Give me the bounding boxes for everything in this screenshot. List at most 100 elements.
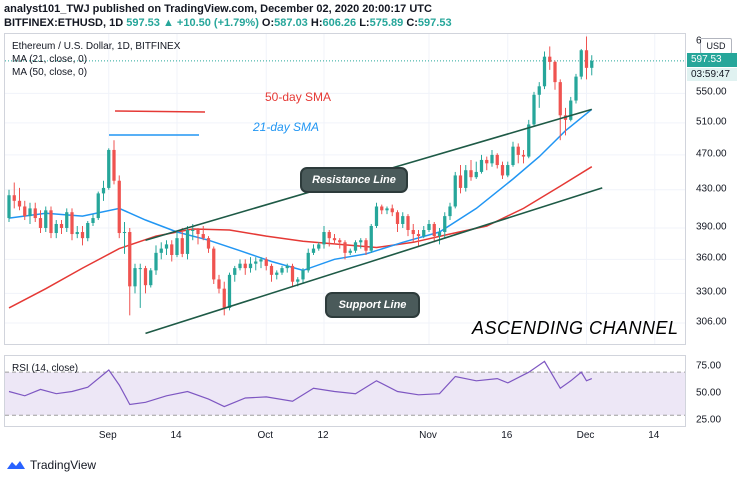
candle-body [138, 268, 142, 270]
candle-body [432, 223, 436, 237]
candle-body [275, 272, 279, 275]
candle-body [233, 268, 237, 275]
candle-body [112, 149, 116, 181]
candle-body [569, 100, 573, 120]
candle-body [527, 124, 531, 157]
candle-body [254, 261, 258, 264]
legend-ma21: MA (21, close, 0) [12, 54, 88, 65]
candle-body [290, 265, 295, 282]
candle-body [80, 232, 85, 239]
legend-title: Ethereum / U.S. Dollar, 1D, BITFINEX [12, 41, 181, 52]
candle-body [70, 212, 74, 235]
last-price: 597.53 [126, 17, 160, 29]
candle-body [269, 265, 274, 275]
price-change: ▲ +10.50 (+1.79%) [162, 17, 259, 29]
candle-body [348, 250, 352, 253]
ohlc-line: BITFINEX:ETHUSD, 1D 597.53 ▲ +10.50 (+1.… [4, 16, 452, 30]
candle-body [553, 61, 557, 83]
price-tick-label: 360.00 [696, 252, 727, 264]
close-value: 597.53 [417, 17, 452, 29]
candle-body [101, 187, 106, 194]
low-label: L: [359, 17, 370, 29]
tradingview-footer[interactable]: TradingView [6, 458, 96, 472]
candle-body [332, 238, 337, 241]
candle-body [75, 232, 79, 235]
candle-body [406, 216, 410, 230]
low-value: 575.89 [369, 17, 404, 29]
price-tick-label: 390.00 [696, 221, 727, 233]
time-axis[interactable]: Sep 14 Oct 12 Nov 16 Dec 14 [4, 430, 686, 444]
candle-body [49, 210, 53, 234]
candle-body [548, 56, 552, 62]
high-value: 606.26 [322, 17, 357, 29]
time-tick-label: Dec [576, 430, 595, 441]
sma21-annotation: 21-day SMA [253, 120, 320, 134]
candle-body [107, 149, 111, 188]
candle-body [485, 159, 489, 164]
tradingview-logo-icon [7, 461, 25, 469]
close-label: C: [406, 17, 418, 29]
candle-body [259, 259, 263, 262]
price-tick-label: 430.00 [696, 183, 727, 195]
candle-body [495, 154, 499, 166]
candle-body [401, 216, 405, 224]
candle-body [322, 232, 326, 245]
candle-body [458, 175, 463, 188]
candle-body [117, 180, 121, 234]
candle-body [180, 238, 184, 254]
candle-body [128, 232, 132, 287]
rsi-band [5, 372, 685, 416]
candle-body [154, 252, 158, 271]
rsi-tick-label: 25.00 [696, 414, 722, 426]
candle-body [437, 232, 442, 237]
candle-body [159, 248, 163, 253]
candle-body [579, 50, 583, 77]
bar-countdown-tag: 03:59:47 [687, 67, 737, 81]
candle-body [65, 212, 69, 228]
candle-body [395, 212, 400, 224]
candle-body [353, 242, 358, 251]
candle-body [33, 208, 37, 219]
candle-body [490, 154, 494, 164]
rsi-axis[interactable]: 25.00 50.00 75.00 [690, 355, 740, 427]
candle-body [385, 208, 389, 211]
time-tick-label: Sep [98, 430, 117, 441]
high-label: H: [310, 17, 323, 29]
candle-body [164, 244, 169, 249]
chart-header: analyst101_TWJ published on TradingView.… [4, 2, 452, 30]
sma50-annotation: 50-day SMA [265, 90, 332, 104]
candle-body [96, 193, 100, 219]
candle-body [196, 229, 200, 235]
last-price-tag: 597.53 [687, 52, 737, 67]
time-tick-label: 14 [648, 430, 660, 441]
candle-body [306, 252, 310, 271]
candle-body [390, 208, 394, 213]
candle-body [311, 248, 316, 253]
support-callout: Support Line [325, 292, 420, 318]
candle-body [44, 210, 48, 228]
candle-body [28, 208, 32, 217]
rsi-chart-svg[interactable] [5, 356, 685, 426]
candle-body [411, 229, 415, 235]
candle-body [285, 265, 289, 269]
chart-legend: Ethereum / U.S. Dollar, 1D, BITFINEX MA … [12, 40, 180, 79]
candle-body [185, 229, 190, 254]
candle-body [212, 248, 216, 280]
candle-body [500, 165, 505, 176]
candle-body [149, 270, 153, 286]
price-chart-svg[interactable] [5, 34, 685, 344]
price-tick-label: 306.00 [696, 316, 727, 328]
candle-body [558, 82, 562, 116]
candle-body [317, 244, 321, 249]
candle-body [416, 234, 421, 237]
price-pane[interactable] [4, 33, 686, 345]
candle-body [506, 165, 510, 176]
candle-body [374, 206, 379, 226]
rsi-pane[interactable] [4, 355, 686, 427]
candle-body [359, 240, 363, 243]
candle-body [474, 171, 478, 178]
candle-body [574, 76, 578, 101]
candle-body [584, 50, 589, 68]
price-axis[interactable]: 6 306.00 330.00 360.00 390.00 430.00 470.00 51… [690, 33, 740, 345]
candle-body [364, 240, 368, 251]
